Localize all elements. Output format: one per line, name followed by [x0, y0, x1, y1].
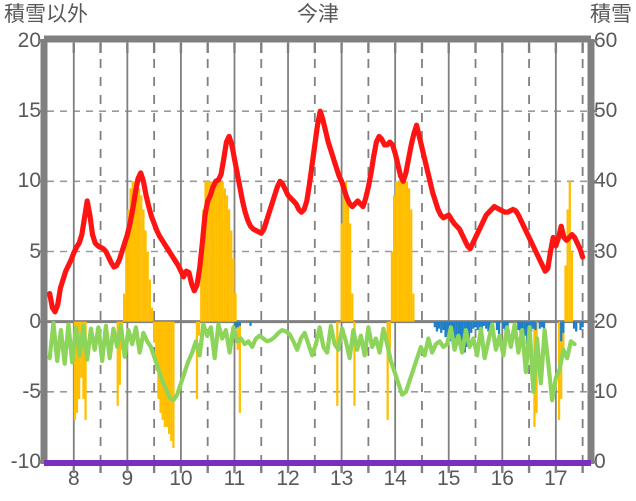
chart-title: 今津: [297, 3, 339, 26]
left-axis-tick-label: -5: [22, 379, 41, 403]
right-axis-tick-label: 20: [594, 309, 618, 333]
x-axis-tick-label: 14: [383, 467, 407, 490]
x-axis-tick-label: 15: [437, 467, 461, 490]
left-axis-title: 積雪以外: [4, 3, 88, 26]
right-axis-tick-label: 60: [594, 29, 618, 52]
right-axis-title: 積雪: [590, 3, 632, 26]
left-axis-tick-label: 0: [29, 309, 41, 333]
right-axis-tick-label: 40: [594, 169, 618, 193]
left-axis-tick-label: 15: [17, 99, 41, 123]
left-axis-tick-label: -10: [10, 450, 41, 473]
right-axis-tick-label: 0: [594, 450, 606, 473]
x-axis-tick-label: 10: [169, 467, 193, 490]
x-axis-tick-label: 8: [67, 467, 80, 490]
x-axis-tick-label: 9: [121, 467, 134, 490]
right-axis-tick-label: 10: [594, 379, 618, 403]
x-axis-tick-label: 13: [329, 467, 354, 490]
left-axis-tick-label: 10: [17, 169, 41, 193]
plot-series-layer: [47, 108, 586, 448]
x-axis-tick-label: 17: [544, 467, 568, 490]
left-axis-tick-label: 5: [29, 239, 41, 263]
x-axis-tick-label: 11: [223, 467, 246, 490]
left-axis-tick-label: 20: [17, 29, 41, 52]
x-axis-tick-label: 12: [276, 467, 300, 490]
right-axis-tick-label: 30: [594, 239, 618, 263]
x-axis-tick-label: 16: [490, 467, 514, 490]
right-axis-tick-label: 50: [594, 99, 618, 123]
plot-area: [47, 41, 588, 462]
